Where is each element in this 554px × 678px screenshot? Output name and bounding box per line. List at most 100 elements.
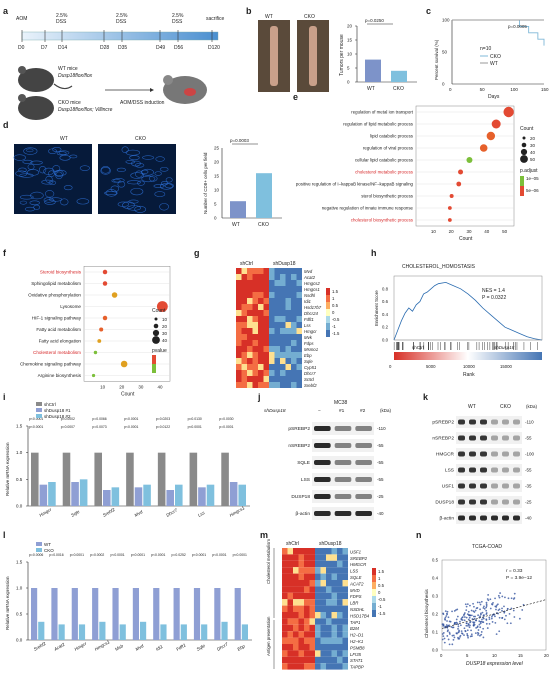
m-cell [298, 548, 304, 555]
k-band [469, 435, 476, 441]
g-cell [252, 334, 258, 340]
n-point [466, 603, 469, 606]
g-cell [258, 382, 264, 388]
i-x-label: Dhcr7 [165, 507, 178, 518]
g-cell [280, 292, 286, 298]
j-band [334, 426, 352, 431]
h-rank-bar [394, 352, 542, 360]
i-pvalue: p<0.0001 [124, 417, 138, 421]
n-point [472, 615, 475, 618]
m-cell [282, 612, 288, 619]
m-cell [293, 548, 299, 555]
d-y-tick-label: 0 [214, 216, 217, 221]
g-cell [296, 340, 302, 346]
n-point [508, 612, 511, 615]
m-cell [304, 624, 310, 632]
l-x-label: Mvd [135, 643, 145, 652]
wt-cd8-if-image [14, 144, 92, 214]
i-legend-swatch [36, 408, 42, 412]
e-legend-size-label: 30 [530, 143, 536, 148]
m-cell [337, 580, 343, 587]
b-pvalue: p=0.0250 [365, 18, 384, 23]
m-cell [293, 631, 299, 638]
d-wt-label: WT [60, 136, 68, 142]
n-point [443, 637, 446, 640]
g-cell [263, 310, 269, 316]
l-bar [78, 624, 86, 640]
l-bar [71, 588, 78, 640]
panel-label-l: l [3, 530, 6, 540]
k-kda-label: -25 [525, 500, 532, 505]
g-cell [274, 352, 280, 358]
panel-label-h: h [371, 248, 377, 258]
c-x-tick-label: 100 [510, 87, 518, 92]
g-cell [291, 316, 297, 322]
g-cell [258, 292, 264, 298]
f-legend-size-dot [152, 336, 160, 344]
l-bar [221, 621, 228, 640]
panel-label-g: g [194, 248, 200, 258]
g-cell [291, 382, 297, 388]
f-legend-count-title: Count [152, 308, 166, 314]
f-legend-size-label: 20 [162, 324, 168, 329]
n-point [466, 629, 469, 632]
m-cell [293, 580, 299, 587]
g-cell [274, 358, 280, 364]
k-band [469, 515, 476, 521]
if-crypt [129, 155, 140, 161]
d-y-axis-label: Number of CD8+ cells per field [203, 152, 208, 214]
l-bar [38, 621, 45, 640]
k-kda-label: -110 [525, 420, 534, 425]
n-point [488, 616, 491, 619]
g-cell [263, 298, 269, 304]
m-cell [337, 663, 343, 670]
g-cell [274, 382, 280, 388]
e-legend-size-label: 50 [530, 157, 536, 162]
g-cell [285, 382, 291, 388]
g-cell [285, 280, 291, 286]
m-cell [337, 612, 343, 619]
n-point [479, 634, 481, 637]
l-legend-label: CKO [44, 548, 54, 553]
k-band [458, 419, 465, 425]
m-cell [298, 560, 304, 568]
f-dot [97, 339, 102, 343]
n-point [501, 609, 503, 612]
e-legend-count-title: Count [520, 126, 534, 132]
if-crypt [128, 199, 139, 204]
l-pvalue: p<0.0001 [151, 553, 165, 557]
if-crypt [130, 172, 144, 179]
m-cell [326, 586, 332, 593]
g-cell [247, 358, 253, 364]
m-cell [331, 586, 337, 593]
m-cell [309, 592, 315, 600]
g-cell [252, 298, 258, 304]
i-pvalue: p<0.0001 [29, 425, 43, 429]
m-cell [342, 644, 348, 651]
m-cell [287, 573, 293, 580]
n-point [467, 635, 469, 637]
m-cell [309, 631, 315, 638]
h-right-label: shDusp18 [494, 345, 515, 350]
m-cell [293, 592, 299, 600]
l-x-label: Idi1 [155, 644, 164, 652]
g-cell [291, 328, 297, 334]
n-point [480, 633, 483, 636]
n-point [495, 633, 498, 635]
g-cell [241, 370, 247, 376]
m-cell [326, 560, 332, 568]
m-cell [282, 592, 288, 600]
n-point [494, 615, 496, 618]
l-pvalue: p<0.0001 [110, 553, 124, 557]
n-point [481, 618, 483, 621]
l-bar [201, 624, 208, 640]
e-dot [447, 206, 452, 210]
k-band [513, 467, 520, 473]
j-title: MC38 [334, 400, 348, 406]
g-cell [285, 364, 291, 370]
n-point [442, 613, 445, 616]
l-bar [99, 621, 106, 640]
c-n-label: n=10 [480, 46, 491, 52]
g-cell [296, 352, 302, 358]
